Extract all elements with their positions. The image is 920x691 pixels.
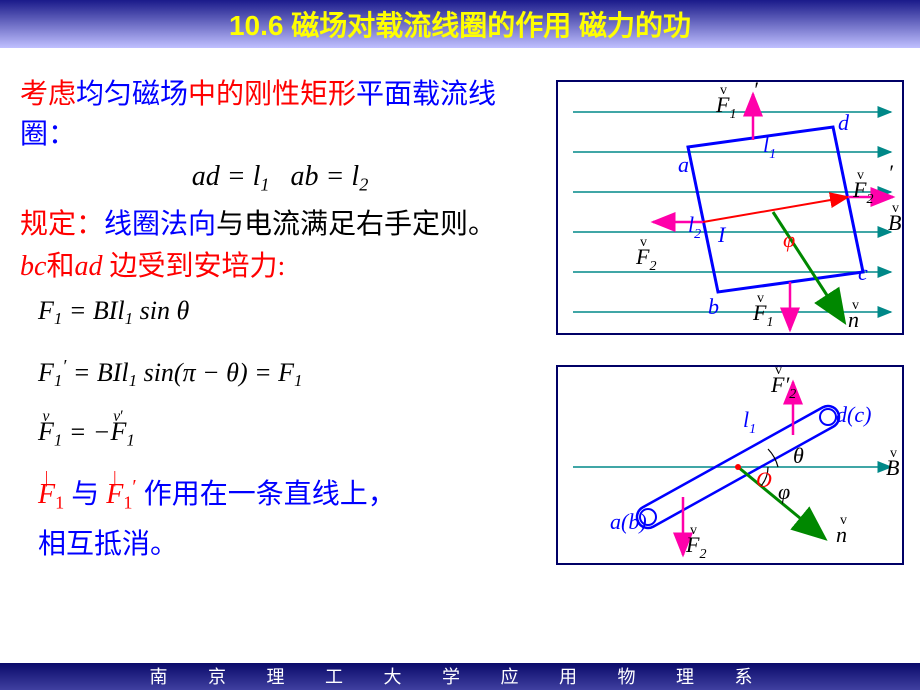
svg-text:′: ′ <box>753 82 759 102</box>
footer: 南 京 理 工 大 学 应 用 物 理 系 <box>0 662 920 690</box>
svg-text:n: n <box>836 522 847 547</box>
svg-text:b: b <box>708 294 719 319</box>
svg-text:a: a <box>678 152 689 177</box>
figure-1: adbcl1l2IφvF1vF1vF2vF2′′vBvn <box>556 80 904 335</box>
svg-text:n: n <box>848 307 859 332</box>
footer-text: 南 京 理 工 大 学 应 用 物 理 系 <box>150 667 771 687</box>
svg-text:B: B <box>888 210 901 235</box>
svg-text:d(c): d(c) <box>836 402 871 427</box>
svg-text:F1: F1 <box>715 92 736 122</box>
equation-4: vF1 = −v′F1 <box>38 409 540 459</box>
svg-text:d: d <box>838 110 850 135</box>
line-2: 规定：线圈法向与电流满足右手定则。 <box>20 205 540 245</box>
figure-2-svg: a(b)d(c)l1OθφvBvnvF′2vF2 <box>558 367 906 567</box>
svg-text:a(b): a(b) <box>610 509 647 534</box>
svg-text:l1: l1 <box>743 407 756 437</box>
figure-2: a(b)d(c)l1OθφvBvnvF′2vF2 <box>556 365 904 565</box>
figure-1-svg: adbcl1l2IφvF1vF1vF2vF2′′vBvn <box>558 82 906 337</box>
equation-2: F1 = BIl1 sin θ <box>38 293 540 337</box>
svg-text:F′2: F′2 <box>770 372 796 402</box>
title-bar: 10.6 磁场对载流线圈的作用 磁力的功 <box>0 0 920 48</box>
svg-text:θ: θ <box>793 443 804 468</box>
svg-text:I: I <box>717 222 727 247</box>
svg-text:φ: φ <box>778 479 790 504</box>
svg-text:φ: φ <box>783 227 795 252</box>
line-5: 相互抵消。 <box>38 525 540 565</box>
svg-text:F2: F2 <box>852 177 873 207</box>
svg-text:B: B <box>886 455 899 480</box>
line-4: |F1 与 |F1′ 作用在一条直线上， <box>38 468 540 522</box>
svg-text:l2: l2 <box>688 212 701 242</box>
svg-text:F2: F2 <box>685 532 706 562</box>
svg-text:O: O <box>756 467 772 492</box>
svg-text:′: ′ <box>888 160 894 185</box>
title-text: 10.6 磁场对载流线圈的作用 磁力的功 <box>229 4 691 44</box>
content-left: 考虑均匀磁场中的刚性矩形平面载流线圈： ad = l1 ab = l2 规定：线… <box>20 75 540 567</box>
svg-text:F1: F1 <box>752 300 773 330</box>
svg-text:c: c <box>858 260 868 285</box>
line-1: 考虑均匀磁场中的刚性矩形平面载流线圈： <box>20 75 540 155</box>
line-3: bc和ad 边受到安培力: <box>20 247 540 287</box>
svg-text:F2: F2 <box>635 244 656 274</box>
equation-3: F1′ = BIl1 sin(π − θ) = F1 <box>38 348 540 399</box>
equation-1: ad = l1 ab = l2 <box>20 161 540 195</box>
